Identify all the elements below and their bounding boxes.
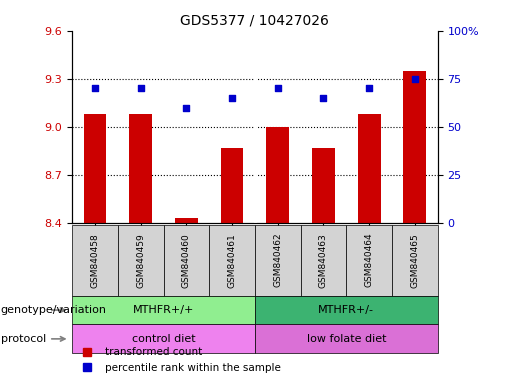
- Text: GSM840459: GSM840459: [136, 233, 145, 288]
- Point: [228, 95, 236, 101]
- Text: genotype/variation: genotype/variation: [1, 305, 107, 315]
- Text: low folate diet: low folate diet: [306, 334, 386, 344]
- Text: GSM840465: GSM840465: [410, 233, 419, 288]
- Text: protocol: protocol: [1, 334, 46, 344]
- Text: GSM840458: GSM840458: [91, 233, 99, 288]
- Legend: transformed count, percentile rank within the sample: transformed count, percentile rank withi…: [72, 343, 285, 377]
- Text: GSM840461: GSM840461: [228, 233, 236, 288]
- Point: [365, 85, 373, 91]
- Bar: [266, 127, 289, 223]
- Bar: [220, 147, 244, 223]
- Text: GDS5377 / 10427026: GDS5377 / 10427026: [180, 13, 330, 27]
- Bar: [403, 71, 426, 223]
- Text: MTHFR+/-: MTHFR+/-: [318, 305, 374, 315]
- Text: GSM840460: GSM840460: [182, 233, 191, 288]
- Point: [411, 76, 419, 82]
- Bar: [175, 218, 198, 223]
- Bar: [83, 114, 107, 223]
- Bar: [358, 114, 381, 223]
- Bar: [129, 114, 152, 223]
- Text: control diet: control diet: [132, 334, 195, 344]
- Point: [136, 85, 145, 91]
- Text: GSM840462: GSM840462: [273, 233, 282, 288]
- Text: GSM840463: GSM840463: [319, 233, 328, 288]
- Bar: [312, 147, 335, 223]
- Point: [91, 85, 99, 91]
- Point: [319, 95, 328, 101]
- Point: [273, 85, 282, 91]
- Text: GSM840464: GSM840464: [365, 233, 374, 288]
- Point: [182, 104, 191, 111]
- Text: MTHFR+/+: MTHFR+/+: [133, 305, 194, 315]
